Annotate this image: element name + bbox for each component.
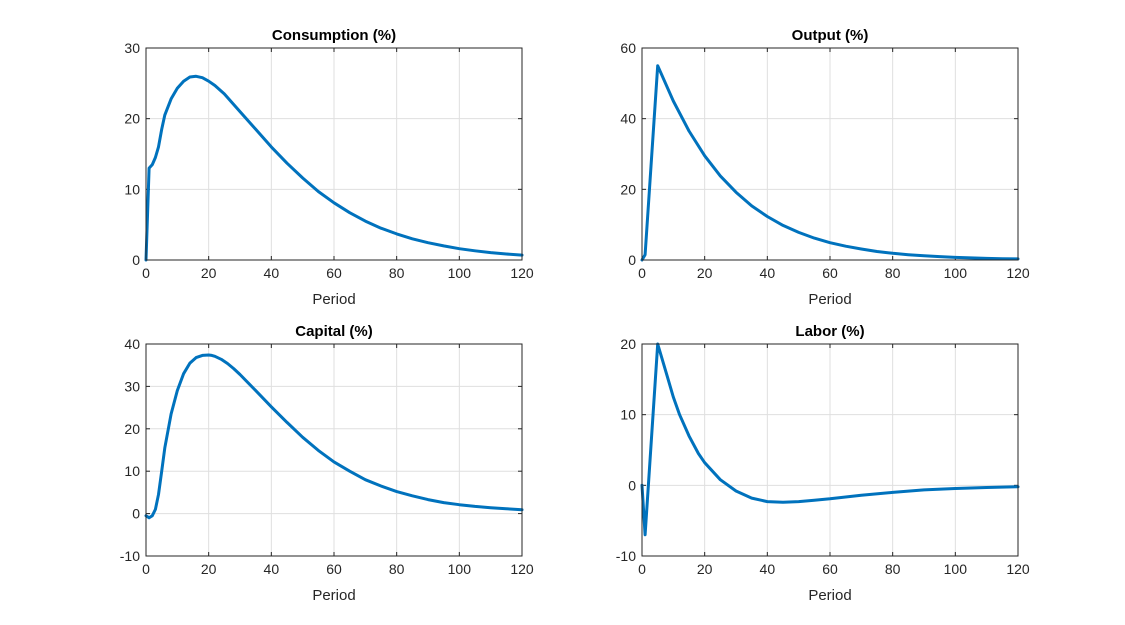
x-tick-label: 100 <box>944 561 968 577</box>
x-tick-label: 60 <box>326 265 342 281</box>
x-tick-label: 100 <box>944 265 968 281</box>
x-tick-label: 20 <box>697 265 713 281</box>
axes-frame <box>145 343 523 557</box>
x-tick-label: 80 <box>389 265 405 281</box>
y-tick-label: 20 <box>124 111 140 127</box>
x-axis-label: Period <box>312 291 355 308</box>
y-tick-label: 30 <box>124 40 140 56</box>
x-tick-label: 60 <box>326 561 342 577</box>
x-tick-label: 20 <box>201 265 217 281</box>
y-tick-label: -10 <box>616 548 636 564</box>
subplot-1: 0 20 40 60 80 100 120 0 10 20 30 Consumption (%) Per… <box>124 27 533 308</box>
axes-frame <box>641 47 1019 261</box>
x-tick-label: 120 <box>510 561 534 577</box>
y-tick-label: 20 <box>124 421 140 437</box>
x-axis-label: Period <box>312 587 355 604</box>
x-tick-label: 40 <box>760 561 776 577</box>
chart-title: Consumption (%) <box>272 27 396 44</box>
series-line <box>640 64 1020 262</box>
x-tick-label: 120 <box>1006 265 1030 281</box>
series-line <box>144 353 524 520</box>
y-tick-label: -10 <box>120 548 140 564</box>
x-tick-label: 60 <box>822 265 838 281</box>
y-tick-label: 0 <box>628 252 636 268</box>
x-tick-label: 0 <box>638 265 646 281</box>
series-line <box>640 342 1020 537</box>
series-line <box>144 74 524 262</box>
x-tick-label: 40 <box>760 265 776 281</box>
y-tick-label: 10 <box>124 181 140 197</box>
x-tick-label: 60 <box>822 561 838 577</box>
x-tick-label: 100 <box>448 265 472 281</box>
y-tick-label: 0 <box>628 477 636 493</box>
x-tick-label: 20 <box>201 561 217 577</box>
x-tick-label: 120 <box>510 265 534 281</box>
subplot-2: 0 20 40 60 80 100 120 0 20 40 60 Output (%) Period <box>620 27 1029 308</box>
y-tick-label: 20 <box>620 181 636 197</box>
y-tick-label: 30 <box>124 378 140 394</box>
chart-title: Capital (%) <box>295 323 373 340</box>
x-tick-label: 80 <box>389 561 405 577</box>
y-tick-label: 60 <box>620 40 636 56</box>
chart-title: Output (%) <box>792 27 869 44</box>
x-tick-label: 0 <box>142 561 150 577</box>
x-tick-label: 100 <box>448 561 472 577</box>
y-tick-label: 0 <box>132 506 140 522</box>
axes-frame <box>641 343 1019 557</box>
x-tick-label: 120 <box>1006 561 1030 577</box>
y-tick-label: 40 <box>124 336 140 352</box>
y-tick-label: 10 <box>124 463 140 479</box>
y-tick-label: 10 <box>620 407 636 423</box>
x-tick-label: 40 <box>264 561 280 577</box>
x-tick-label: 80 <box>885 265 901 281</box>
x-axis-label: Period <box>808 291 851 308</box>
x-tick-label: 0 <box>142 265 150 281</box>
x-tick-label: 20 <box>697 561 713 577</box>
y-tick-label: 20 <box>620 336 636 352</box>
y-tick-label: 0 <box>132 252 140 268</box>
chart-title: Labor (%) <box>795 323 864 340</box>
x-tick-label: 40 <box>264 265 280 281</box>
axes-frame <box>145 47 523 261</box>
x-tick-label: 80 <box>885 561 901 577</box>
x-tick-label: 0 <box>638 561 646 577</box>
x-axis-label: Period <box>808 587 851 604</box>
y-tick-label: 40 <box>620 111 636 127</box>
